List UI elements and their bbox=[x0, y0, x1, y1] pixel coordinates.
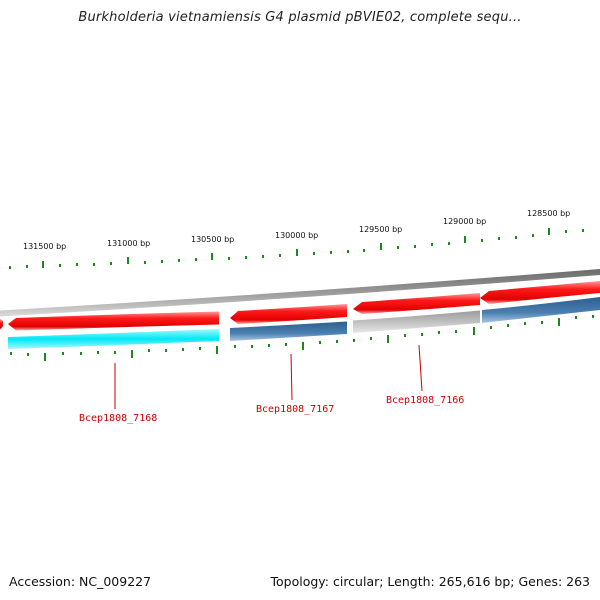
forward-strand bbox=[0, 281, 600, 331]
outer-ticks bbox=[9, 228, 584, 269]
gene-label-bcep1808-7168[interactable]: Bcep1808_7168 bbox=[79, 413, 157, 424]
tick-label-131000: 131000 bp bbox=[107, 239, 150, 248]
tick-label-129500: 129500 bp bbox=[359, 225, 402, 234]
gene-label-bcep1808-7167[interactable]: Bcep1808_7167 bbox=[256, 404, 334, 415]
map-title: Burkholderia vietnamiensis G4 plasmid pB… bbox=[78, 10, 522, 25]
gene-arrow-blue-2[interactable] bbox=[482, 297, 600, 323]
tick-label-130000: 130000 bp bbox=[275, 231, 318, 240]
tick-label-128500: 128500 bp bbox=[527, 209, 570, 218]
gene-arrow-cyan[interactable] bbox=[8, 329, 219, 349]
tick-label-129000: 129000 bp bbox=[443, 217, 486, 226]
backbone-arc bbox=[0, 269, 600, 317]
gene-arrow-blue-1[interactable] bbox=[230, 321, 347, 342]
gene-label-leaders bbox=[114, 344, 423, 409]
ruler-labels: 131500 bp 131000 bp 130500 bp 130000 bp … bbox=[23, 209, 570, 251]
accession-text: Accession: NC_009227 bbox=[9, 574, 152, 589]
gene-arrow-forward-3[interactable] bbox=[230, 304, 347, 324]
topology-summary: Topology: circular; Length: 265,616 bp; … bbox=[270, 574, 591, 589]
gene-labels: Bcep1808_7168 Bcep1808_7167 Bcep1808_716… bbox=[79, 395, 464, 424]
gene-arrow-forward-5[interactable] bbox=[480, 281, 600, 304]
gene-arrow-grey[interactable] bbox=[353, 310, 480, 334]
gene-arrow-forward-1[interactable] bbox=[0, 319, 3, 330]
tick-label-131500: 131500 bp bbox=[23, 242, 66, 251]
tick-label-130500: 130500 bp bbox=[191, 235, 234, 244]
gene-label-bcep1808-7166[interactable]: Bcep1808_7166 bbox=[386, 395, 464, 406]
reverse-strand bbox=[8, 297, 600, 349]
gene-arrow-forward-4[interactable] bbox=[353, 293, 480, 314]
gene-arrow-forward-2[interactable] bbox=[8, 311, 219, 331]
inner-ticks bbox=[10, 315, 594, 361]
